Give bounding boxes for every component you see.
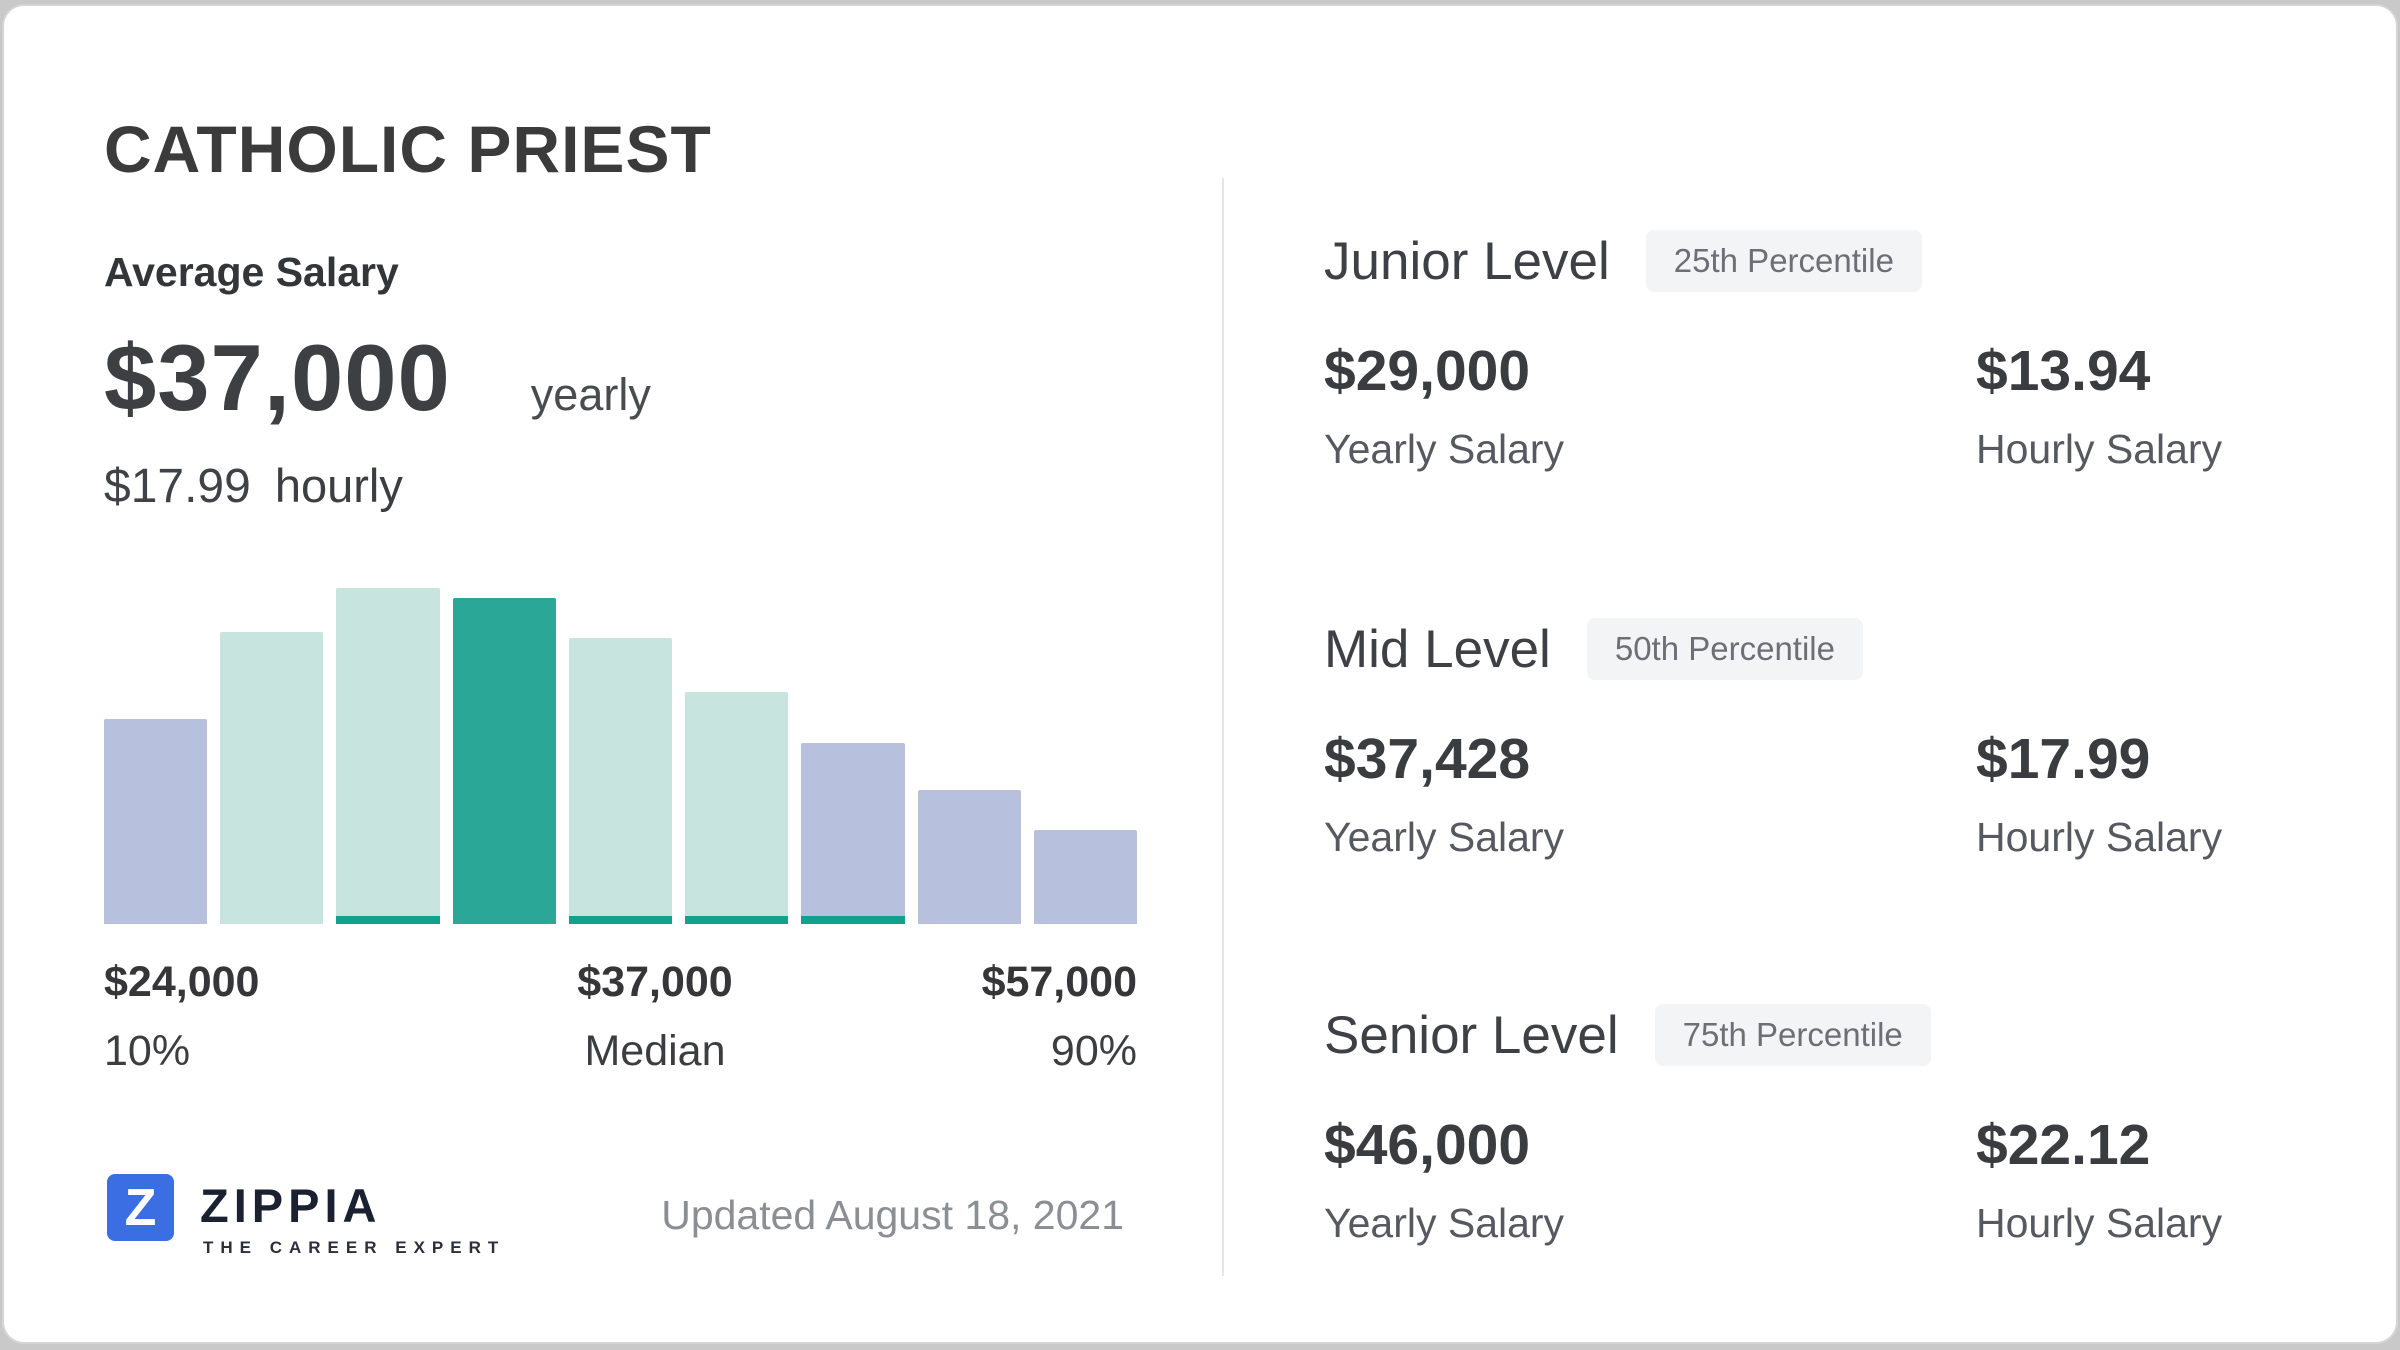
bar-bottom-stripe [685, 916, 789, 924]
axis-tag: 10% [104, 1027, 191, 1075]
yearly-label: Yearly Salary [1324, 1200, 1565, 1246]
hourly-label: Hourly Salary [1976, 814, 2223, 860]
histogram-bar [801, 743, 905, 924]
percentile-badge: 25th Percentile [1645, 230, 1922, 292]
salary-histogram [104, 588, 1137, 924]
level-row-senior: Senior Level 75th Percentile $46,000 $22… [1324, 1004, 2344, 1246]
yearly-value: $46,000 [1324, 1113, 1531, 1177]
zippia-brand-name: ZIPPIA [200, 1179, 382, 1232]
hourly-label: Hourly Salary [1976, 1200, 2223, 1246]
hourly-value: $17.99 [1976, 727, 2151, 791]
axis-tag: Median [584, 1027, 726, 1075]
axis-annotation-10th: $24,000 10% [104, 958, 259, 1076]
histogram-bar [104, 719, 208, 924]
histogram-bar [336, 588, 440, 924]
average-hourly-unit: hourly [274, 459, 403, 512]
histogram-bar [685, 692, 789, 924]
average-yearly-unit: yearly [530, 369, 651, 420]
percentile-badge: 75th Percentile [1654, 1004, 1931, 1066]
bar-bottom-stripe [801, 916, 905, 924]
level-row-mid: Mid Level 50th Percentile $37,428 $17.99… [1324, 618, 2344, 860]
axis-tag: 90% [1050, 1027, 1137, 1075]
level-name: Junior Level [1324, 231, 1610, 291]
axis-value: $37,000 [577, 958, 733, 1006]
histogram-bar [568, 638, 673, 924]
zippia-logo-icon: Z [107, 1174, 174, 1241]
average-salary-label: Average Salary [104, 249, 399, 295]
zippia-tagline: THE CAREER EXPERT [203, 1238, 506, 1257]
average-yearly-row: $37,000 yearly [104, 324, 651, 432]
bar-bottom-stripe [336, 916, 440, 924]
histogram-axis-labels: $24,000 10% $37,000 Median $57,000 90% [104, 958, 1137, 1078]
level-name: Mid Level [1324, 619, 1551, 679]
yearly-label: Yearly Salary [1324, 426, 1565, 472]
average-hourly-value: $17.99 [104, 460, 251, 513]
axis-annotation-90th: $57,000 90% [982, 958, 1137, 1076]
bar-bottom-stripe [568, 916, 673, 924]
level-head: Senior Level 75th Percentile [1324, 1004, 2344, 1066]
level-head: Junior Level 25th Percentile [1324, 230, 2344, 292]
salary-card: CATHOLIC PRIEST Average Salary $37,000 y… [2, 4, 2398, 1344]
histogram-bar [917, 790, 1021, 924]
level-row-junior: Junior Level 25th Percentile $29,000 $13… [1324, 230, 2344, 472]
average-yearly-value: $37,000 [104, 325, 451, 430]
average-hourly-row: $17.99 hourly [104, 458, 403, 514]
axis-value: $57,000 [981, 958, 1137, 1006]
level-head: Mid Level 50th Percentile [1324, 618, 2344, 680]
yearly-value: $29,000 [1324, 339, 1531, 403]
axis-annotation-median: $37,000 Median [525, 958, 785, 1076]
histogram-bar [1033, 830, 1137, 924]
histogram-bar [220, 632, 324, 924]
yearly-value: $37,428 [1324, 727, 1531, 791]
axis-value: $24,000 [104, 958, 260, 1006]
hourly-label: Hourly Salary [1976, 426, 2223, 472]
hourly-value: $22.12 [1976, 1113, 2151, 1177]
page-title: CATHOLIC PRIEST [104, 112, 712, 186]
hourly-value: $13.94 [1976, 339, 2151, 403]
vertical-divider [1222, 178, 1224, 1276]
updated-date: Updated August 18, 2021 [661, 1192, 1124, 1238]
yearly-label: Yearly Salary [1324, 814, 1565, 860]
percentile-badge: 50th Percentile [1586, 618, 1863, 680]
level-name: Senior Level [1324, 1005, 1619, 1065]
zippia-z-glyph: Z [124, 1178, 157, 1237]
histogram-bar-median [452, 598, 556, 924]
